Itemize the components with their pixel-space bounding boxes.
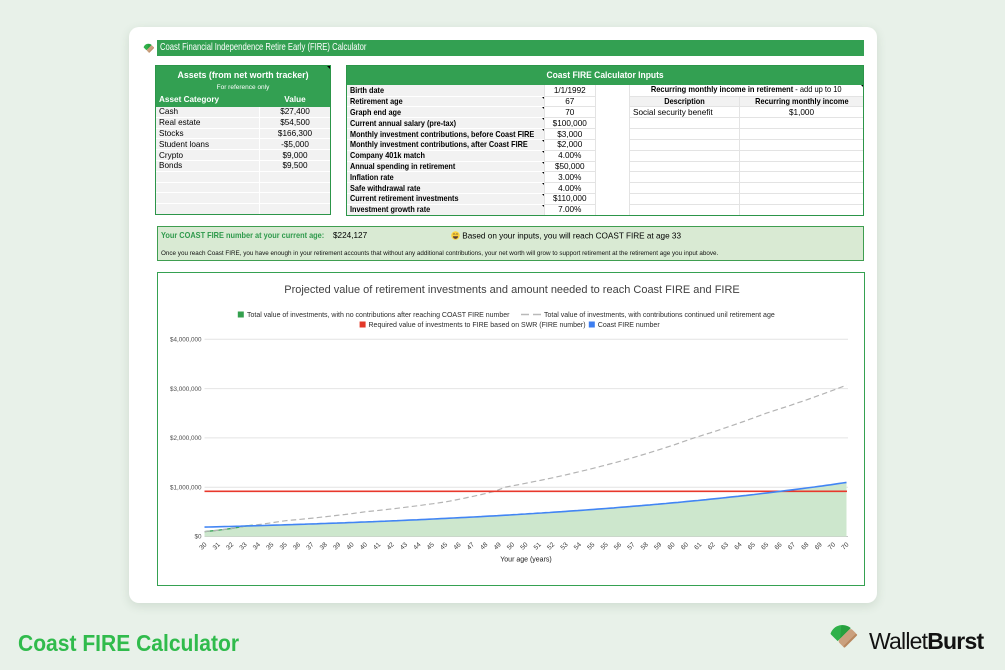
svg-text:70: 70 — [841, 541, 851, 551]
svg-text:55: 55 — [600, 541, 610, 551]
svg-text:50: 50 — [520, 541, 530, 551]
svg-text:33: 33 — [239, 541, 249, 551]
svg-text:35: 35 — [279, 541, 289, 551]
svg-text:46: 46 — [453, 541, 463, 551]
svg-text:34: 34 — [252, 541, 262, 551]
svg-text:Total value of investments, wi: Total value of investments, with contrib… — [544, 312, 775, 319]
svg-text:$3,000,000: $3,000,000 — [170, 386, 202, 393]
svg-text:68: 68 — [800, 541, 810, 551]
svg-text:60: 60 — [680, 541, 690, 551]
svg-text:65: 65 — [747, 541, 757, 551]
svg-text:67: 67 — [787, 541, 797, 551]
svg-text:42: 42 — [386, 541, 396, 551]
svg-text:70: 70 — [827, 541, 837, 551]
svg-text:Your age (years): Your age (years) — [500, 557, 552, 564]
svg-text:$2,000,000: $2,000,000 — [170, 435, 202, 442]
svg-text:52: 52 — [546, 541, 556, 551]
svg-text:$1,000,000: $1,000,000 — [170, 485, 202, 492]
svg-text:32: 32 — [225, 541, 235, 551]
svg-text:37: 37 — [306, 541, 316, 551]
svg-text:44: 44 — [413, 541, 423, 551]
svg-text:56: 56 — [613, 541, 623, 551]
svg-text:61: 61 — [693, 541, 703, 551]
svg-text:41: 41 — [372, 541, 382, 551]
svg-text:50: 50 — [506, 541, 516, 551]
svg-text:51: 51 — [533, 541, 543, 551]
svg-text:57: 57 — [627, 541, 637, 551]
svg-text:38: 38 — [319, 541, 329, 551]
svg-text:64: 64 — [734, 541, 744, 551]
svg-text:Total value of investments, wi: Total value of investments, with no cont… — [247, 312, 510, 319]
svg-text:59: 59 — [653, 541, 663, 551]
svg-text:40: 40 — [346, 541, 356, 551]
svg-text:31: 31 — [212, 541, 222, 551]
svg-text:65: 65 — [760, 541, 770, 551]
svg-text:66: 66 — [774, 541, 784, 551]
svg-text:47: 47 — [466, 541, 476, 551]
svg-text:40: 40 — [359, 541, 369, 551]
svg-text:60: 60 — [667, 541, 677, 551]
svg-text:$4,000,000: $4,000,000 — [170, 337, 202, 344]
svg-text:39: 39 — [332, 541, 342, 551]
svg-text:43: 43 — [399, 541, 409, 551]
svg-text:55: 55 — [586, 541, 596, 551]
svg-text:58: 58 — [640, 541, 650, 551]
svg-text:62: 62 — [707, 541, 717, 551]
svg-text:35: 35 — [265, 541, 275, 551]
svg-text:36: 36 — [292, 541, 302, 551]
svg-text:Projected value of retirement: Projected value of retirement investment… — [284, 284, 740, 296]
svg-text:$0: $0 — [195, 534, 203, 541]
svg-text:Coast FIRE number: Coast FIRE number — [598, 322, 661, 329]
svg-text:30: 30 — [199, 541, 209, 551]
svg-text:Required value of investments: Required value of investments to FIRE ba… — [369, 322, 586, 329]
svg-text:49: 49 — [493, 541, 503, 551]
svg-text:53: 53 — [560, 541, 570, 551]
svg-text:69: 69 — [814, 541, 824, 551]
svg-text:45: 45 — [439, 541, 449, 551]
svg-text:54: 54 — [573, 541, 583, 551]
svg-text:63: 63 — [720, 541, 730, 551]
svg-text:45: 45 — [426, 541, 436, 551]
svg-text:48: 48 — [479, 541, 489, 551]
